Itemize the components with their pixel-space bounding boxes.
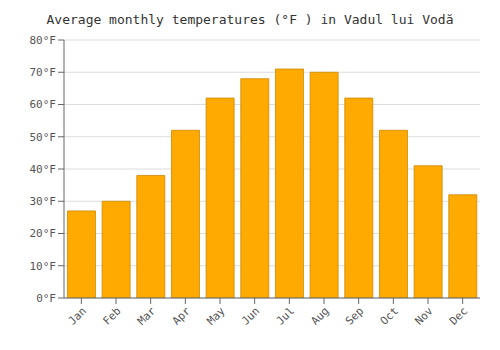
svg-text:Sep: Sep: [343, 304, 366, 327]
svg-text:Aug: Aug: [308, 304, 331, 327]
html-text:Average monthly temperatures (: Average monthly temperatures (°F ) in Va…: [46, 12, 454, 27]
svg-text:Mar: Mar: [135, 304, 159, 328]
svg-text:80°F: 80°F: [30, 34, 57, 47]
svg-text:May: May: [204, 304, 228, 328]
svg-text:20°F: 20°F: [30, 227, 57, 240]
svg-text:10°F: 10°F: [30, 260, 57, 273]
svg-text:Dec: Dec: [447, 304, 470, 327]
svg-text:Oct: Oct: [378, 304, 401, 327]
svg-text:70°F: 70°F: [30, 66, 57, 79]
svg-text:40°F: 40°F: [30, 163, 57, 176]
svg-text:Jun: Jun: [239, 304, 262, 327]
svg-text:50°F: 50°F: [30, 131, 57, 144]
svg-text:Jan: Jan: [66, 304, 89, 327]
svg-text:Feb: Feb: [100, 304, 123, 327]
svg-text:0°F: 0°F: [36, 292, 56, 305]
svg-text:30°F: 30°F: [30, 195, 57, 208]
svg-text:60°F: 60°F: [30, 98, 57, 111]
svg-text:Apr: Apr: [170, 304, 194, 328]
svg-text:Nov: Nov: [412, 304, 436, 328]
svg-text:Jul: Jul: [274, 304, 297, 327]
